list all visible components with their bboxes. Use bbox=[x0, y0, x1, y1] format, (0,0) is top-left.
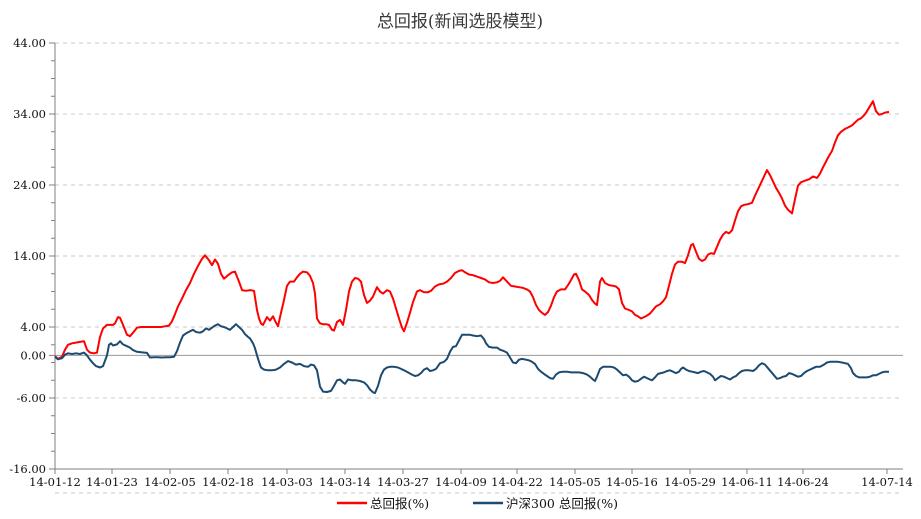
y-tick-label: 24.00 bbox=[13, 178, 46, 192]
legend-label: 总回报(%) bbox=[370, 496, 429, 511]
axis-layer bbox=[49, 42, 903, 474]
y-tick-label: 0.00 bbox=[20, 348, 46, 362]
series-line-total-return bbox=[54, 100, 890, 360]
chart-title: 总回报(新闻选股模型) bbox=[377, 12, 543, 32]
y-tick-label: 44.00 bbox=[13, 36, 46, 50]
x-tick-label: 14-02-18 bbox=[202, 475, 254, 489]
x-tick-label: 14-03-14 bbox=[319, 475, 371, 489]
legend-item-total-return: 总回报(%) bbox=[337, 496, 429, 511]
label-layer: 44.0034.0024.0014.004.000.00-6.00-16.001… bbox=[9, 36, 913, 489]
x-tick-label: 14-03-27 bbox=[377, 475, 429, 489]
x-tick-label: 14-03-03 bbox=[261, 475, 313, 489]
y-tick-label: 4.00 bbox=[20, 320, 46, 334]
y-tick-label: 14.00 bbox=[13, 249, 46, 263]
x-tick-label: 14-01-12 bbox=[29, 475, 81, 489]
legend-label: 沪深300 总回报(%) bbox=[506, 496, 618, 511]
x-tick-label: 14-07-14 bbox=[861, 475, 913, 489]
y-tick-label: -6.00 bbox=[17, 391, 47, 405]
legend-item-hs300: 沪深300 总回报(%) bbox=[473, 496, 618, 511]
x-tick-label: 14-05-05 bbox=[549, 475, 601, 489]
x-tick-label: 14-01-23 bbox=[86, 475, 138, 489]
x-tick-label: 14-04-09 bbox=[435, 475, 487, 489]
y-tick-label: -16.00 bbox=[9, 462, 46, 476]
series-layer bbox=[54, 100, 890, 394]
x-tick-label: 14-06-11 bbox=[721, 475, 773, 489]
y-tick-label: 34.00 bbox=[13, 107, 46, 121]
x-tick-label: 14-02-05 bbox=[144, 475, 196, 489]
series-line-hs300 bbox=[54, 323, 889, 394]
legend: 总回报(%) 沪深300 总回报(%) bbox=[337, 496, 618, 511]
x-tick-label: 14-05-16 bbox=[606, 475, 658, 489]
x-tick-label: 14-05-29 bbox=[664, 475, 716, 489]
grid-layer bbox=[55, 42, 903, 494]
x-tick-label: 14-06-24 bbox=[777, 475, 829, 489]
x-tick-label: 14-04-22 bbox=[491, 475, 543, 489]
